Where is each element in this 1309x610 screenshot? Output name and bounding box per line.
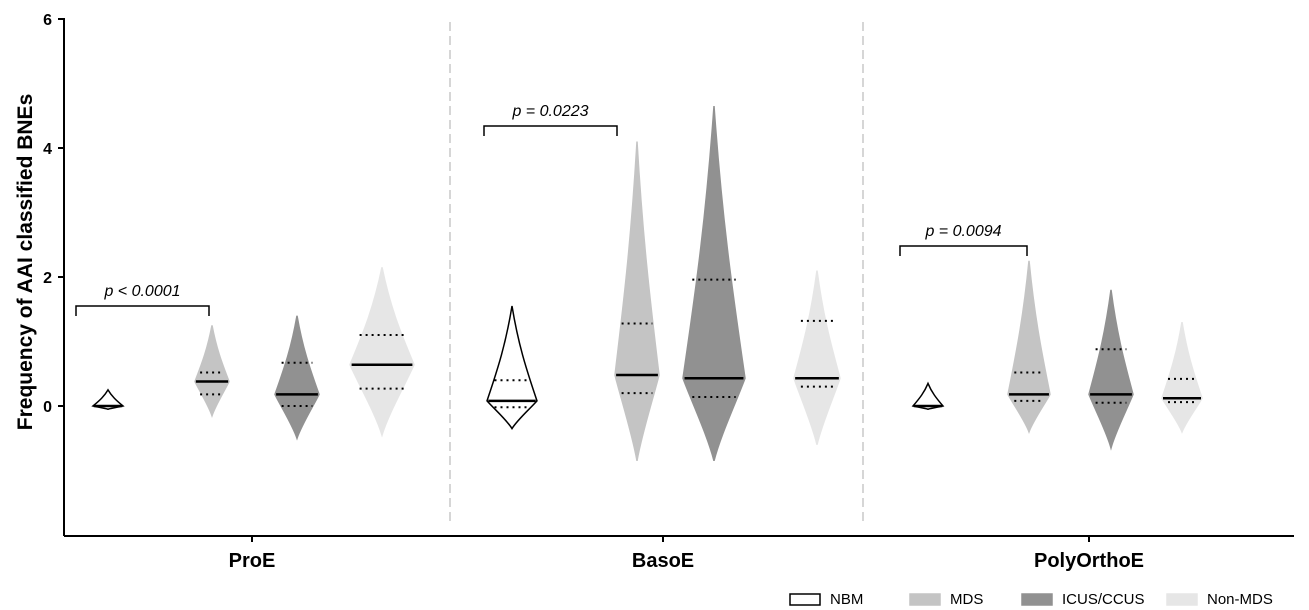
violin-basoe-mds [614, 141, 660, 461]
violin-body-proe-icus-ccus [274, 315, 320, 441]
legend-item-nbm: NBM [789, 591, 863, 608]
violin-body-proe-nbm [91, 388, 125, 411]
p-value-basoe: p = 0.0223 [483, 103, 618, 136]
bracket-polyorthoe [899, 245, 1028, 256]
y-tick-label-4: 4 [43, 141, 52, 158]
violin-polyorthoe-icus-ccus [1088, 289, 1134, 451]
violin-body-polyorthoe-nbm [911, 381, 945, 411]
legend-swatch-nbm [789, 593, 821, 606]
violin-body-basoe-icus-ccus [682, 106, 746, 462]
violin-polyorthoe-non-mds [1161, 322, 1203, 434]
bracket-proe [75, 305, 210, 316]
legend-item-icus-ccus: ICUS/CCUS [1021, 591, 1145, 608]
violin-body-polyorthoe-icus-ccus [1088, 289, 1134, 451]
legend-item-non-mds: Non-MDS [1166, 591, 1273, 608]
violin-body-basoe-non-mds [793, 270, 841, 445]
legend: NBM MDS ICUS/CCUS Non-MDS [789, 591, 1273, 608]
p-value-polyorthoe: p = 0.0094 [899, 223, 1028, 256]
y-tick-label-6: 6 [43, 12, 52, 29]
violin-body-basoe-mds [614, 141, 660, 461]
violin-body-basoe-nbm [486, 305, 538, 431]
p-value-label-basoe: p = 0.0223 [511, 103, 588, 120]
violin-proe-non-mds [349, 267, 415, 438]
violin-proe-nbm [91, 388, 125, 411]
legend-label-nbm: NBM [830, 591, 863, 608]
violin-polyorthoe-nbm [911, 381, 945, 411]
violin-layer [91, 106, 1203, 462]
violin-basoe-non-mds [793, 270, 841, 445]
violin-basoe-nbm [486, 305, 538, 431]
legend-swatch-non-mds [1166, 593, 1198, 606]
axes: 0 2 4 6 ProE BasoE PolyOrthoE [43, 12, 1294, 572]
p-value-label-proe: p < 0.0001 [103, 283, 180, 300]
violin-body-proe-mds [194, 325, 230, 419]
violin-body-proe-non-mds [349, 267, 415, 438]
violin-proe-mds [194, 325, 230, 419]
y-axis-title: Frequency of AAI classified BNEs [14, 94, 37, 430]
x-group-label-proe: ProE [229, 550, 276, 572]
p-value-label-polyorthoe: p = 0.0094 [924, 223, 1001, 240]
p-value-annotations: p < 0.0001 p = 0.0223 p = 0.0094 [75, 103, 1028, 316]
legend-label-icus-ccus: ICUS/CCUS [1062, 591, 1145, 608]
legend-swatch-icus-ccus [1021, 593, 1053, 606]
x-group-label-polyorthoe: PolyOrthoE [1034, 550, 1144, 572]
y-tick-label-2: 2 [43, 270, 52, 287]
violin-polyorthoe-mds [1007, 260, 1051, 434]
bracket-basoe [483, 125, 618, 136]
y-tick-label-0: 0 [43, 399, 52, 416]
legend-label-non-mds: Non-MDS [1207, 591, 1273, 608]
p-value-proe: p < 0.0001 [75, 283, 210, 316]
legend-swatch-mds [909, 593, 941, 606]
violin-body-polyorthoe-non-mds [1161, 322, 1203, 434]
x-group-label-basoe: BasoE [632, 550, 694, 572]
violin-basoe-icus-ccus [682, 106, 746, 462]
violin-body-polyorthoe-mds [1007, 260, 1051, 434]
legend-item-mds: MDS [909, 591, 983, 608]
legend-label-mds: MDS [950, 591, 983, 608]
violin-proe-icus-ccus [274, 315, 320, 441]
